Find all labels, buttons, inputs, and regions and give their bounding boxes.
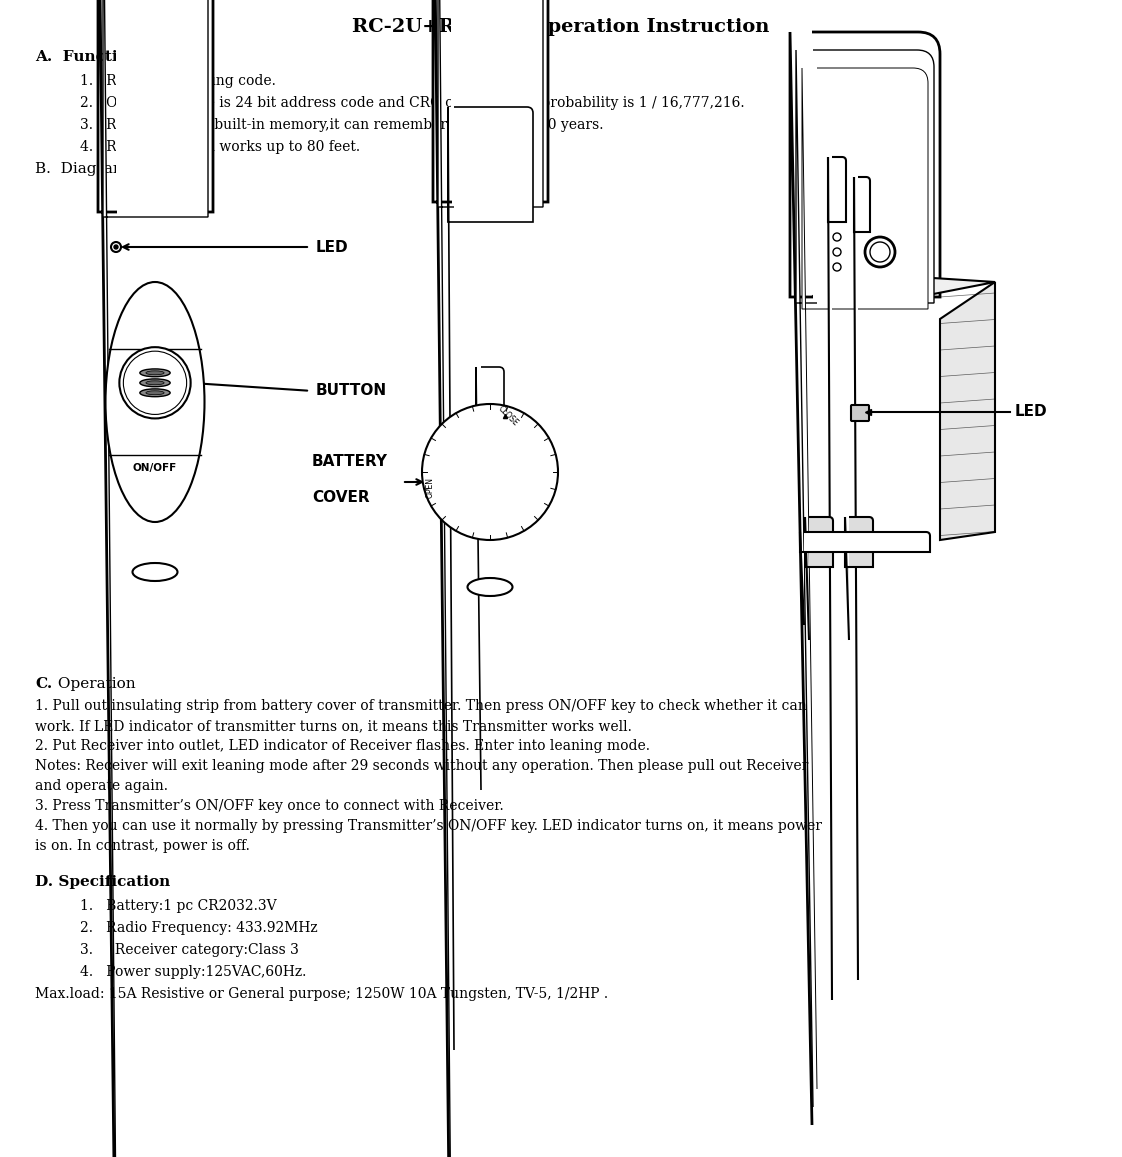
Ellipse shape <box>146 371 164 375</box>
PathPatch shape <box>98 0 213 212</box>
Ellipse shape <box>146 391 164 395</box>
PathPatch shape <box>804 517 833 567</box>
Text: 4.   Remote control works up to 80 feet.: 4. Remote control works up to 80 feet. <box>80 140 360 154</box>
Text: work. If LED indicator of transmitter turns on, it means this Transmitter works : work. If LED indicator of transmitter tu… <box>35 718 632 734</box>
Text: 1.   Battery:1 pc CR2032.3V: 1. Battery:1 pc CR2032.3V <box>80 899 277 913</box>
PathPatch shape <box>845 517 873 567</box>
Text: A.  Function: A. Function <box>35 50 139 64</box>
PathPatch shape <box>476 367 504 437</box>
Text: LED: LED <box>1015 405 1048 420</box>
Circle shape <box>114 245 118 249</box>
Text: CLOSE: CLOSE <box>496 404 519 428</box>
Text: 4. Then you can use it normally by pressing Transmitter’s ON/OFF key. LED indica: 4. Then you can use it normally by press… <box>35 819 822 833</box>
Text: LED: LED <box>316 239 349 255</box>
PathPatch shape <box>438 0 543 207</box>
Ellipse shape <box>146 381 164 385</box>
Text: 4.   Power supply:125VAC,60Hz.: 4. Power supply:125VAC,60Hz. <box>80 965 306 979</box>
PathPatch shape <box>795 50 934 303</box>
Text: is on. In contrast, power is off.: is on. In contrast, power is off. <box>35 839 250 853</box>
Text: OPEN: OPEN <box>425 477 434 498</box>
Text: Operation: Operation <box>53 677 136 691</box>
Circle shape <box>123 352 186 414</box>
Text: 1. Pull out insulating strip from battery cover of transmitter. Then press ON/OF: 1. Pull out insulating strip from batter… <box>35 699 807 713</box>
Text: 2.   Operation code is 24 bit address code and CRC check,repeat probability is 1: 2. Operation code is 24 bit address code… <box>80 96 745 110</box>
PathPatch shape <box>103 0 208 218</box>
Text: COVER: COVER <box>312 489 369 504</box>
Text: Notes: Receiver will exit leaning mode after 29 seconds without any operation. T: Notes: Receiver will exit leaning mode a… <box>35 759 808 773</box>
Text: D. Specification: D. Specification <box>35 875 171 889</box>
PathPatch shape <box>433 0 548 202</box>
Polygon shape <box>940 282 995 540</box>
PathPatch shape <box>790 32 940 297</box>
PathPatch shape <box>800 532 930 552</box>
Text: 1.   Random/Learning code.: 1. Random/Learning code. <box>80 74 276 88</box>
Ellipse shape <box>140 389 171 397</box>
PathPatch shape <box>854 177 870 233</box>
Ellipse shape <box>140 369 171 377</box>
Ellipse shape <box>140 378 171 386</box>
Text: 3.   Receiver has a built-in memory,it can remember the data for 10 years.: 3. Receiver has a built-in memory,it can… <box>80 118 604 132</box>
PathPatch shape <box>802 68 928 309</box>
Circle shape <box>119 347 191 419</box>
PathPatch shape <box>448 106 533 222</box>
Text: RC-2U+RCS-5U Operation Instruction: RC-2U+RCS-5U Operation Instruction <box>352 19 770 36</box>
Text: 3. Press Transmitter’s ON/OFF key once to connect with Receiver.: 3. Press Transmitter’s ON/OFF key once t… <box>35 799 504 813</box>
Text: B.  Diagram: B. Diagram <box>35 162 127 176</box>
Polygon shape <box>812 272 995 297</box>
Text: BUTTON: BUTTON <box>316 383 387 398</box>
Ellipse shape <box>468 578 513 596</box>
Text: Max.load: 15A Resistive or General purpose; 1250W 10A Tungsten, TV-5, 1/2HP .: Max.load: 15A Resistive or General purpo… <box>35 987 608 1001</box>
Text: 2. Put Receiver into outlet, LED indicator of Receiver flashes. Enter into leani: 2. Put Receiver into outlet, LED indicat… <box>35 739 650 753</box>
Text: BATTERY: BATTERY <box>312 455 388 470</box>
Ellipse shape <box>105 282 204 522</box>
Text: and operate again.: and operate again. <box>35 779 168 793</box>
Text: ON/OFF: ON/OFF <box>132 463 177 472</box>
PathPatch shape <box>828 157 846 222</box>
FancyBboxPatch shape <box>850 405 870 421</box>
Ellipse shape <box>132 563 177 581</box>
Text: C.: C. <box>35 677 53 691</box>
Circle shape <box>422 404 558 540</box>
Text: 3.     Receiver category:Class 3: 3. Receiver category:Class 3 <box>80 943 298 957</box>
Text: 2.   Radio Frequency: 433.92MHz: 2. Radio Frequency: 433.92MHz <box>80 921 318 935</box>
